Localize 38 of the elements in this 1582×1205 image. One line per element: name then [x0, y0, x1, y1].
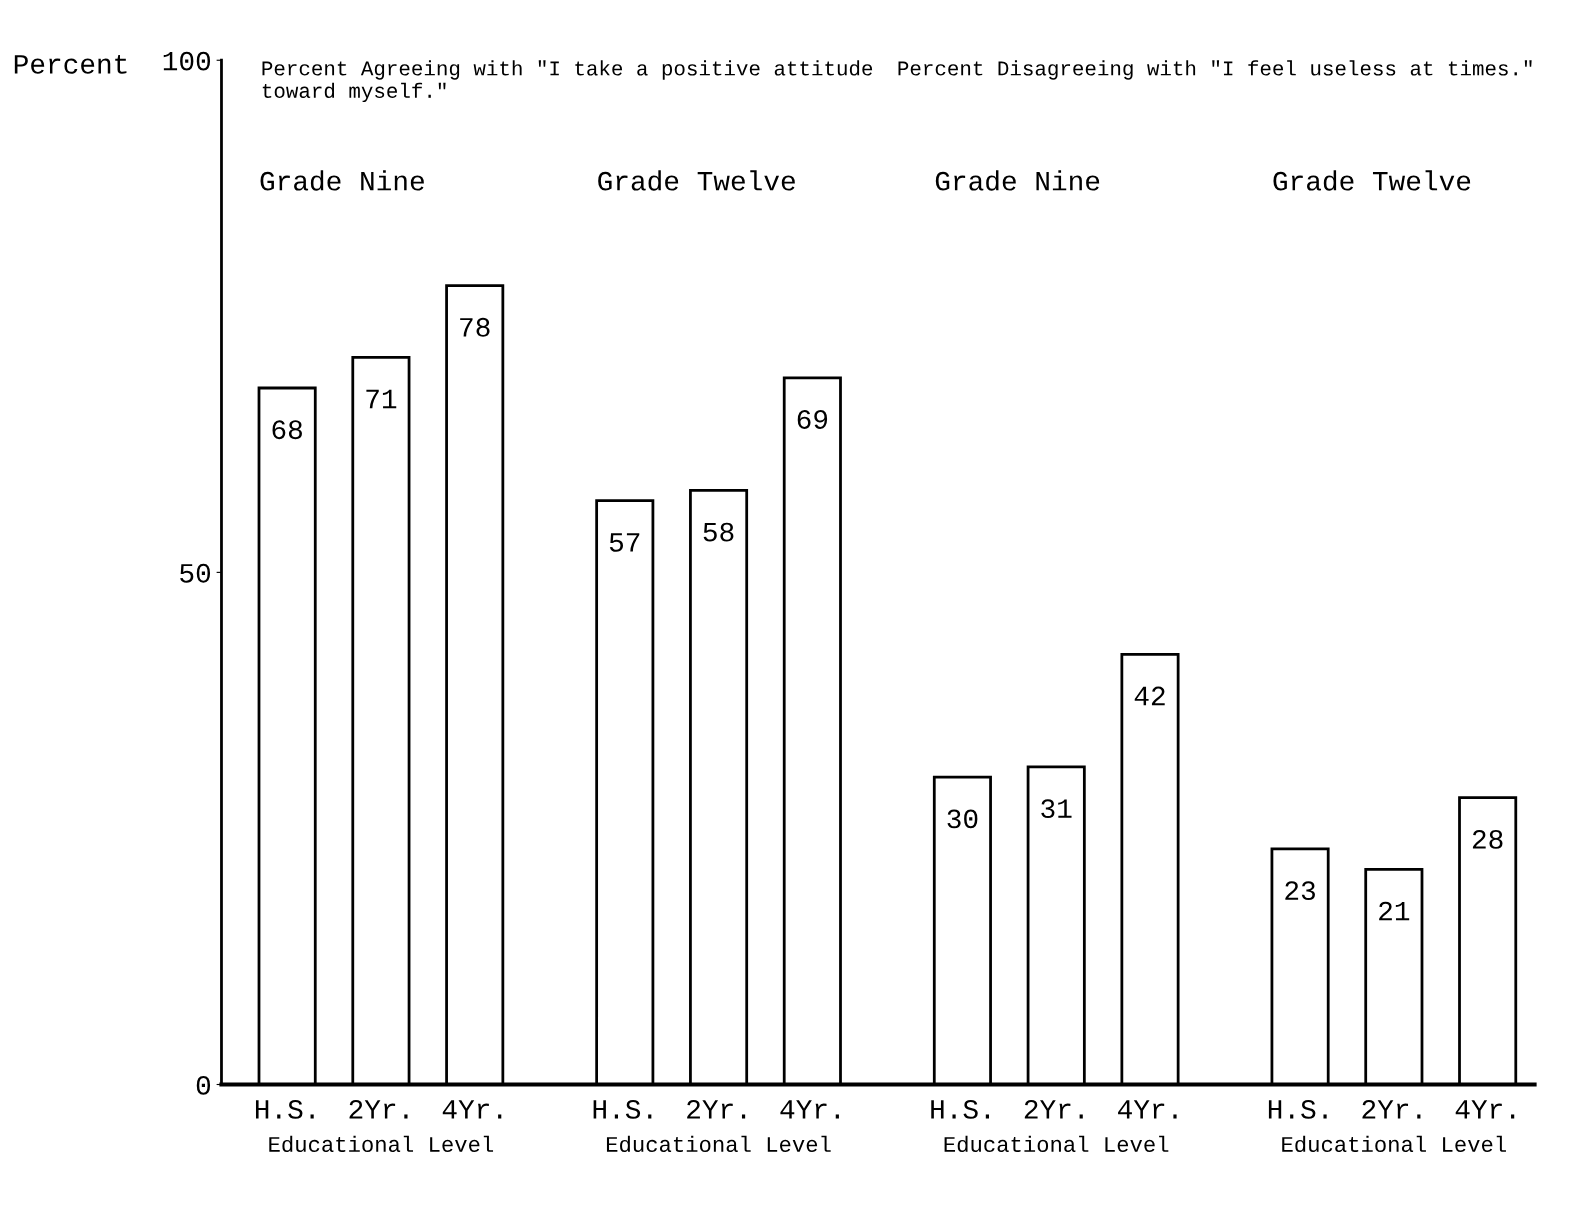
text: Percent Agreeing with "I take a positive attitude toward myself." [262, 60, 873, 103]
x-tick-label: 2Yr. [349, 1099, 408, 1119]
annotation: Grade Twelve [1273, 170, 1471, 191]
annotation: Grade Twelve [598, 170, 795, 191]
x-tick-label: 2Yr. [1362, 1099, 1421, 1119]
data-label: 69 [797, 410, 828, 429]
data-label: 71 [366, 389, 397, 409]
annotation: Grade Nine [260, 170, 424, 191]
y-tick-label: 100 [163, 51, 211, 71]
x-tick-label: 2Yr. [1024, 1099, 1083, 1119]
data-label: 28 [1472, 829, 1503, 849]
data-label: 30 [947, 809, 978, 829]
x-tick-label: 4Yr. [1118, 1100, 1177, 1119]
x-tick-label: H.S. [255, 1099, 314, 1119]
data-label: 78 [460, 317, 490, 337]
data-label: 57 [609, 533, 640, 552]
x-tick-label: 4Yr. [1455, 1100, 1515, 1119]
y-tick-label: 0 [196, 1075, 211, 1095]
text: Educational Level [944, 1135, 1169, 1153]
data-label: 21 [1379, 901, 1410, 921]
data-label: 58 [703, 522, 734, 542]
text: Educational Level [606, 1135, 831, 1153]
annotation: Grade Nine [935, 170, 1100, 191]
x-tick-label: H.S. [1268, 1099, 1327, 1119]
data-label: 23 [1285, 881, 1315, 901]
text: Educational Level [269, 1135, 494, 1153]
x-tick-label: 4Yr. [442, 1100, 502, 1119]
data-label: 31 [1041, 799, 1072, 819]
x-tick-label: 4Yr. [780, 1100, 839, 1119]
x-tick-label: H.S. [593, 1099, 652, 1119]
x-tick-label: 2Yr. [687, 1099, 746, 1119]
data-label: 42 [1134, 686, 1165, 706]
chart-subtitle: Percent Disagreeing with "I feel useless at times." [898, 60, 1532, 80]
y-axis-title: Percent [14, 54, 127, 74]
text: Educational Level [1282, 1135, 1506, 1153]
x-tick-label: H.S. [931, 1099, 989, 1119]
data-label: 68 [272, 420, 302, 440]
y-tick-label: 50 [180, 563, 211, 583]
